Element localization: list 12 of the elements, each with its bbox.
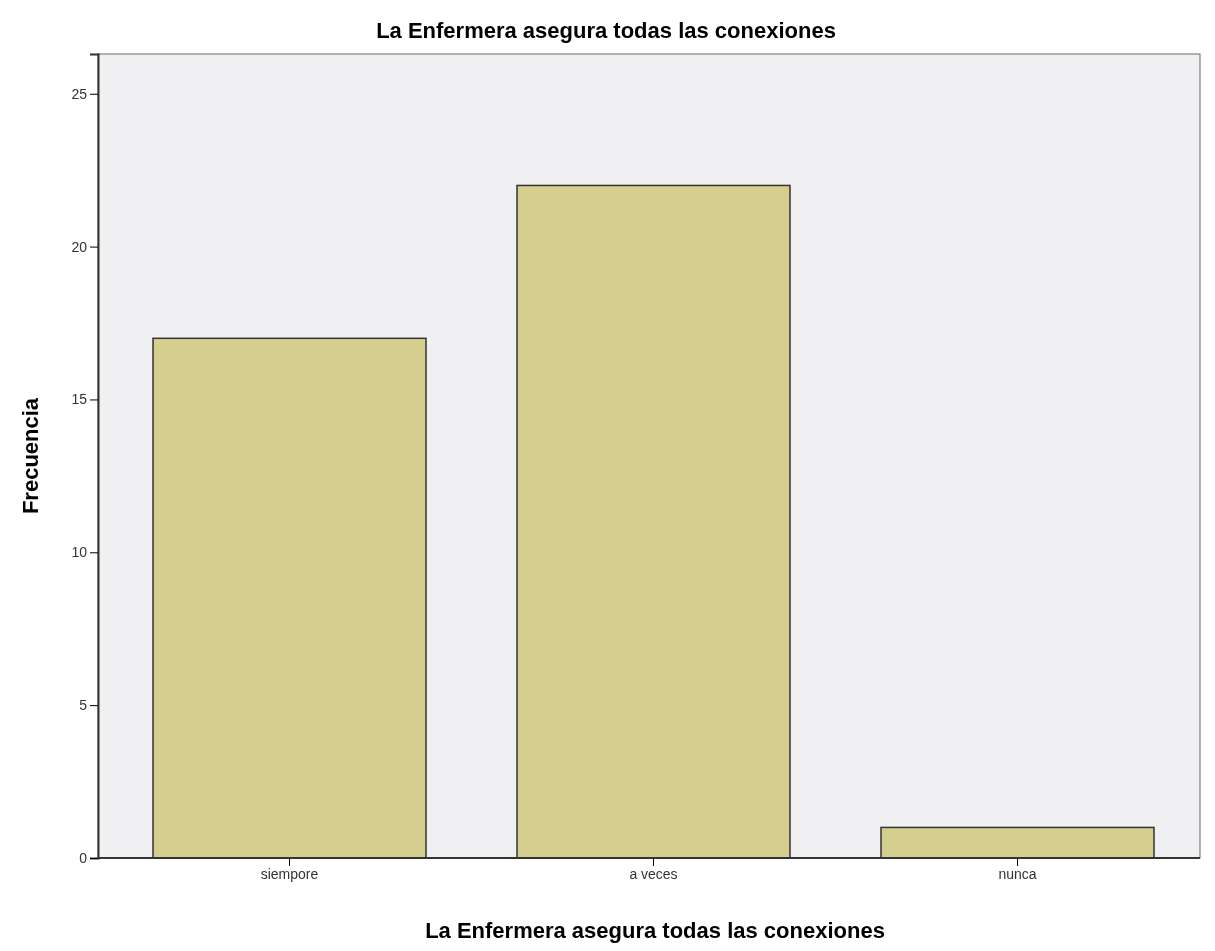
x-tick-label: a veces — [629, 865, 678, 882]
y-tick-label: 10 — [71, 544, 88, 561]
x-tick-label: nunca — [998, 865, 1037, 882]
y-tick-label: 0 — [79, 849, 88, 866]
chart-title: La Enfermera asegura todas las conexiones — [376, 18, 836, 43]
y-tick-label: 20 — [71, 238, 88, 255]
y-axis-title: Frecuencia — [18, 397, 43, 515]
y-tick-label: 5 — [79, 697, 88, 714]
y-tick-label: 25 — [71, 85, 88, 102]
x-tick-label: siempore — [260, 865, 319, 882]
y-tick-label: 15 — [71, 391, 88, 408]
x-axis-title: La Enfermera asegura todas las conexiones — [425, 918, 885, 943]
